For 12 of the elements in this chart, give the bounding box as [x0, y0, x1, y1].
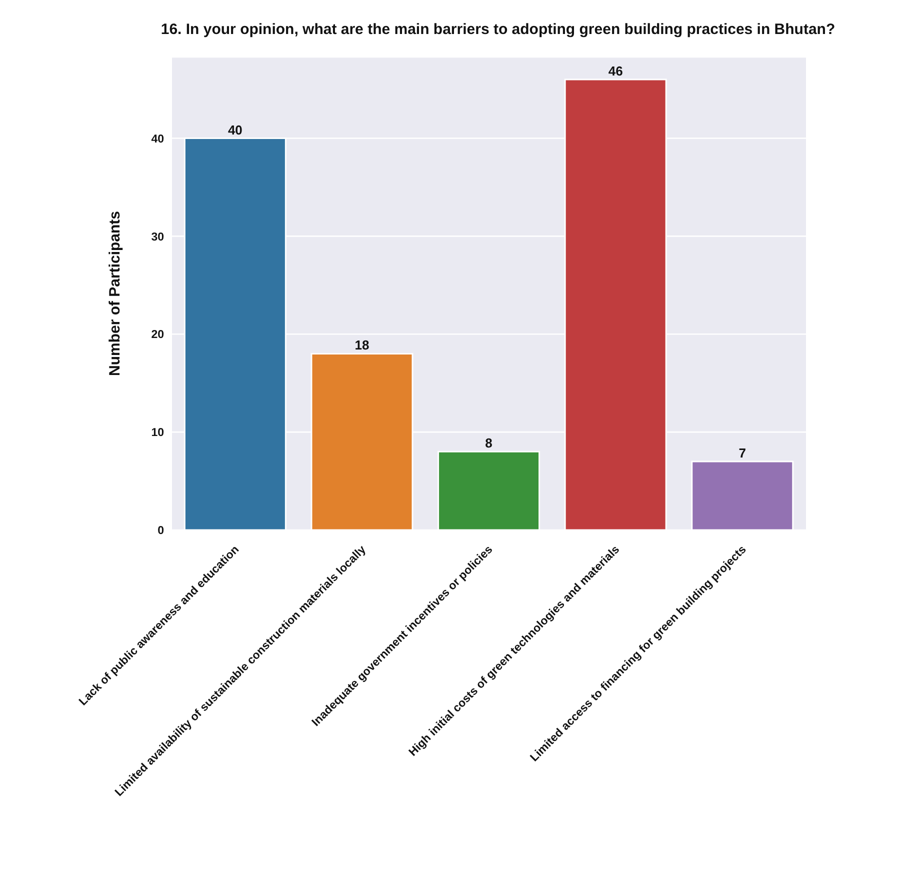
chart-title: 16. In your opinion, what are the main barriers to adopting green building practices in Bhutan?: [160, 21, 836, 38]
y-axis-title: Number of Participants: [106, 210, 124, 376]
y-tick-label: 10: [151, 427, 164, 440]
data-label: 7: [738, 445, 746, 460]
data-label: 8: [485, 436, 492, 451]
y-tick-label: 40: [151, 133, 164, 146]
data-label: 40: [228, 122, 242, 138]
y-tick-label: 30: [151, 231, 164, 244]
data-label: 46: [608, 64, 623, 79]
y-tick-label: 0: [158, 525, 164, 538]
y-tick-label: 20: [151, 329, 164, 342]
data-label: 18: [354, 338, 370, 353]
